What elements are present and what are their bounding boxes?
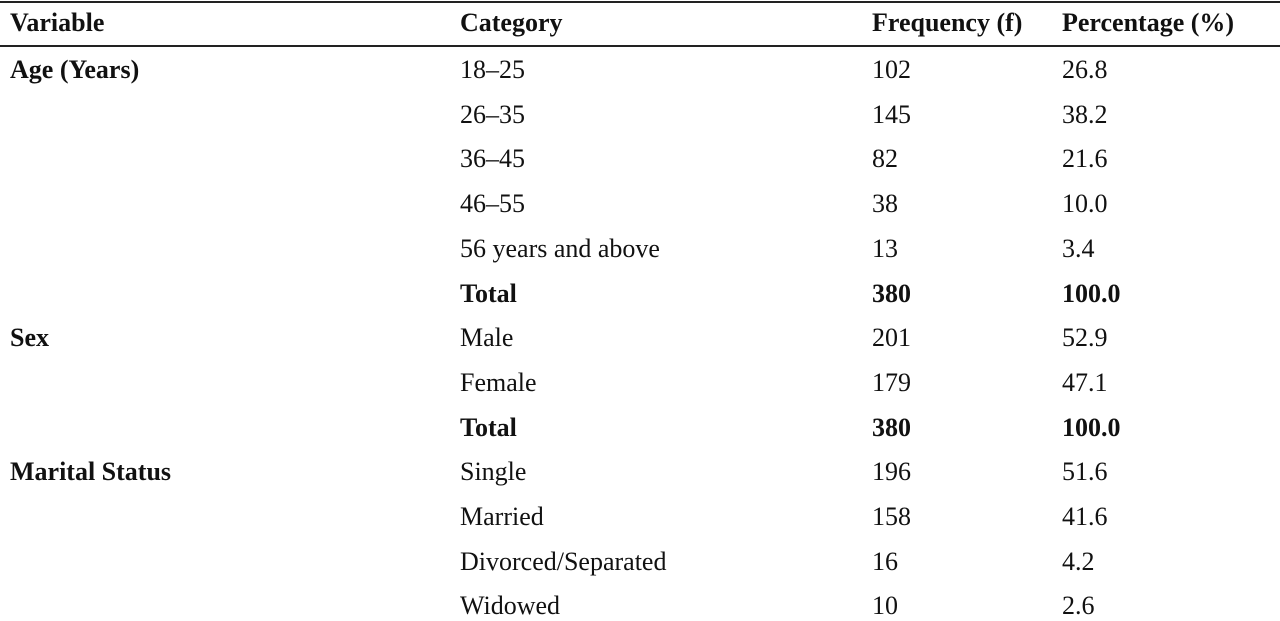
header-cell: Frequency (f): [872, 8, 1023, 37]
table-cell: 102: [872, 55, 911, 84]
table-cell: 2.6: [1062, 591, 1095, 621]
table-cell: 82: [872, 144, 898, 174]
table-cell: 56 years and above: [460, 233, 660, 263]
table-cell: 38.2: [1062, 99, 1108, 129]
table-cell: 10: [872, 591, 898, 621]
table-cell: 3.4: [1062, 233, 1095, 263]
table-cell: Male: [460, 323, 514, 353]
table-cell: 13: [872, 233, 898, 263]
table-cell: 158: [872, 502, 911, 531]
table-cell: 16: [872, 546, 898, 576]
table-cell: 51.6: [1062, 457, 1108, 487]
variable-cell: Age (Years): [10, 55, 140, 84]
table-cell: Married: [460, 502, 544, 531]
table-cell: 41.6: [1062, 502, 1108, 531]
table-cell: Divorced/Separated: [460, 546, 667, 576]
table-cell: 201: [872, 323, 911, 353]
table-cell: 100.0: [1062, 278, 1121, 308]
table-cell: 10.0: [1062, 189, 1108, 219]
table-cell: 46–55: [460, 189, 525, 219]
table-cell: 18–25: [460, 55, 525, 84]
table-cell: 52.9: [1062, 323, 1108, 353]
variable-cell: Marital Status: [10, 457, 172, 487]
table-cell: 145: [872, 99, 911, 129]
table-cell: 21.6: [1062, 144, 1108, 174]
table-cell: 38: [872, 189, 898, 219]
table-cell: Female: [460, 367, 537, 397]
table-cell: 26.8: [1062, 55, 1108, 84]
table-cell: Widowed: [460, 591, 561, 621]
table-cell: 380: [872, 412, 911, 442]
header-rule: [0, 45, 1280, 47]
table-cell: 26–35: [460, 99, 525, 129]
table-cell: 100.0: [1062, 412, 1121, 442]
table-cell: Total: [460, 278, 517, 308]
table-cell: 36–45: [460, 144, 525, 174]
variable-cell: Sex: [10, 323, 49, 353]
table-cell: 47.1: [1062, 367, 1108, 397]
table-cell: 196: [872, 457, 911, 487]
top-rule: [0, 1, 1280, 3]
header-cell: Category: [460, 8, 563, 37]
table-cell: Single: [460, 457, 527, 487]
header-cell: Percentage (%): [1062, 8, 1235, 37]
table-cell: 4.2: [1062, 546, 1095, 576]
header-cell: Variable: [10, 8, 105, 37]
table-cell: 179: [872, 367, 911, 397]
table-cell: Total: [460, 412, 517, 442]
table-cell: 380: [872, 278, 911, 308]
